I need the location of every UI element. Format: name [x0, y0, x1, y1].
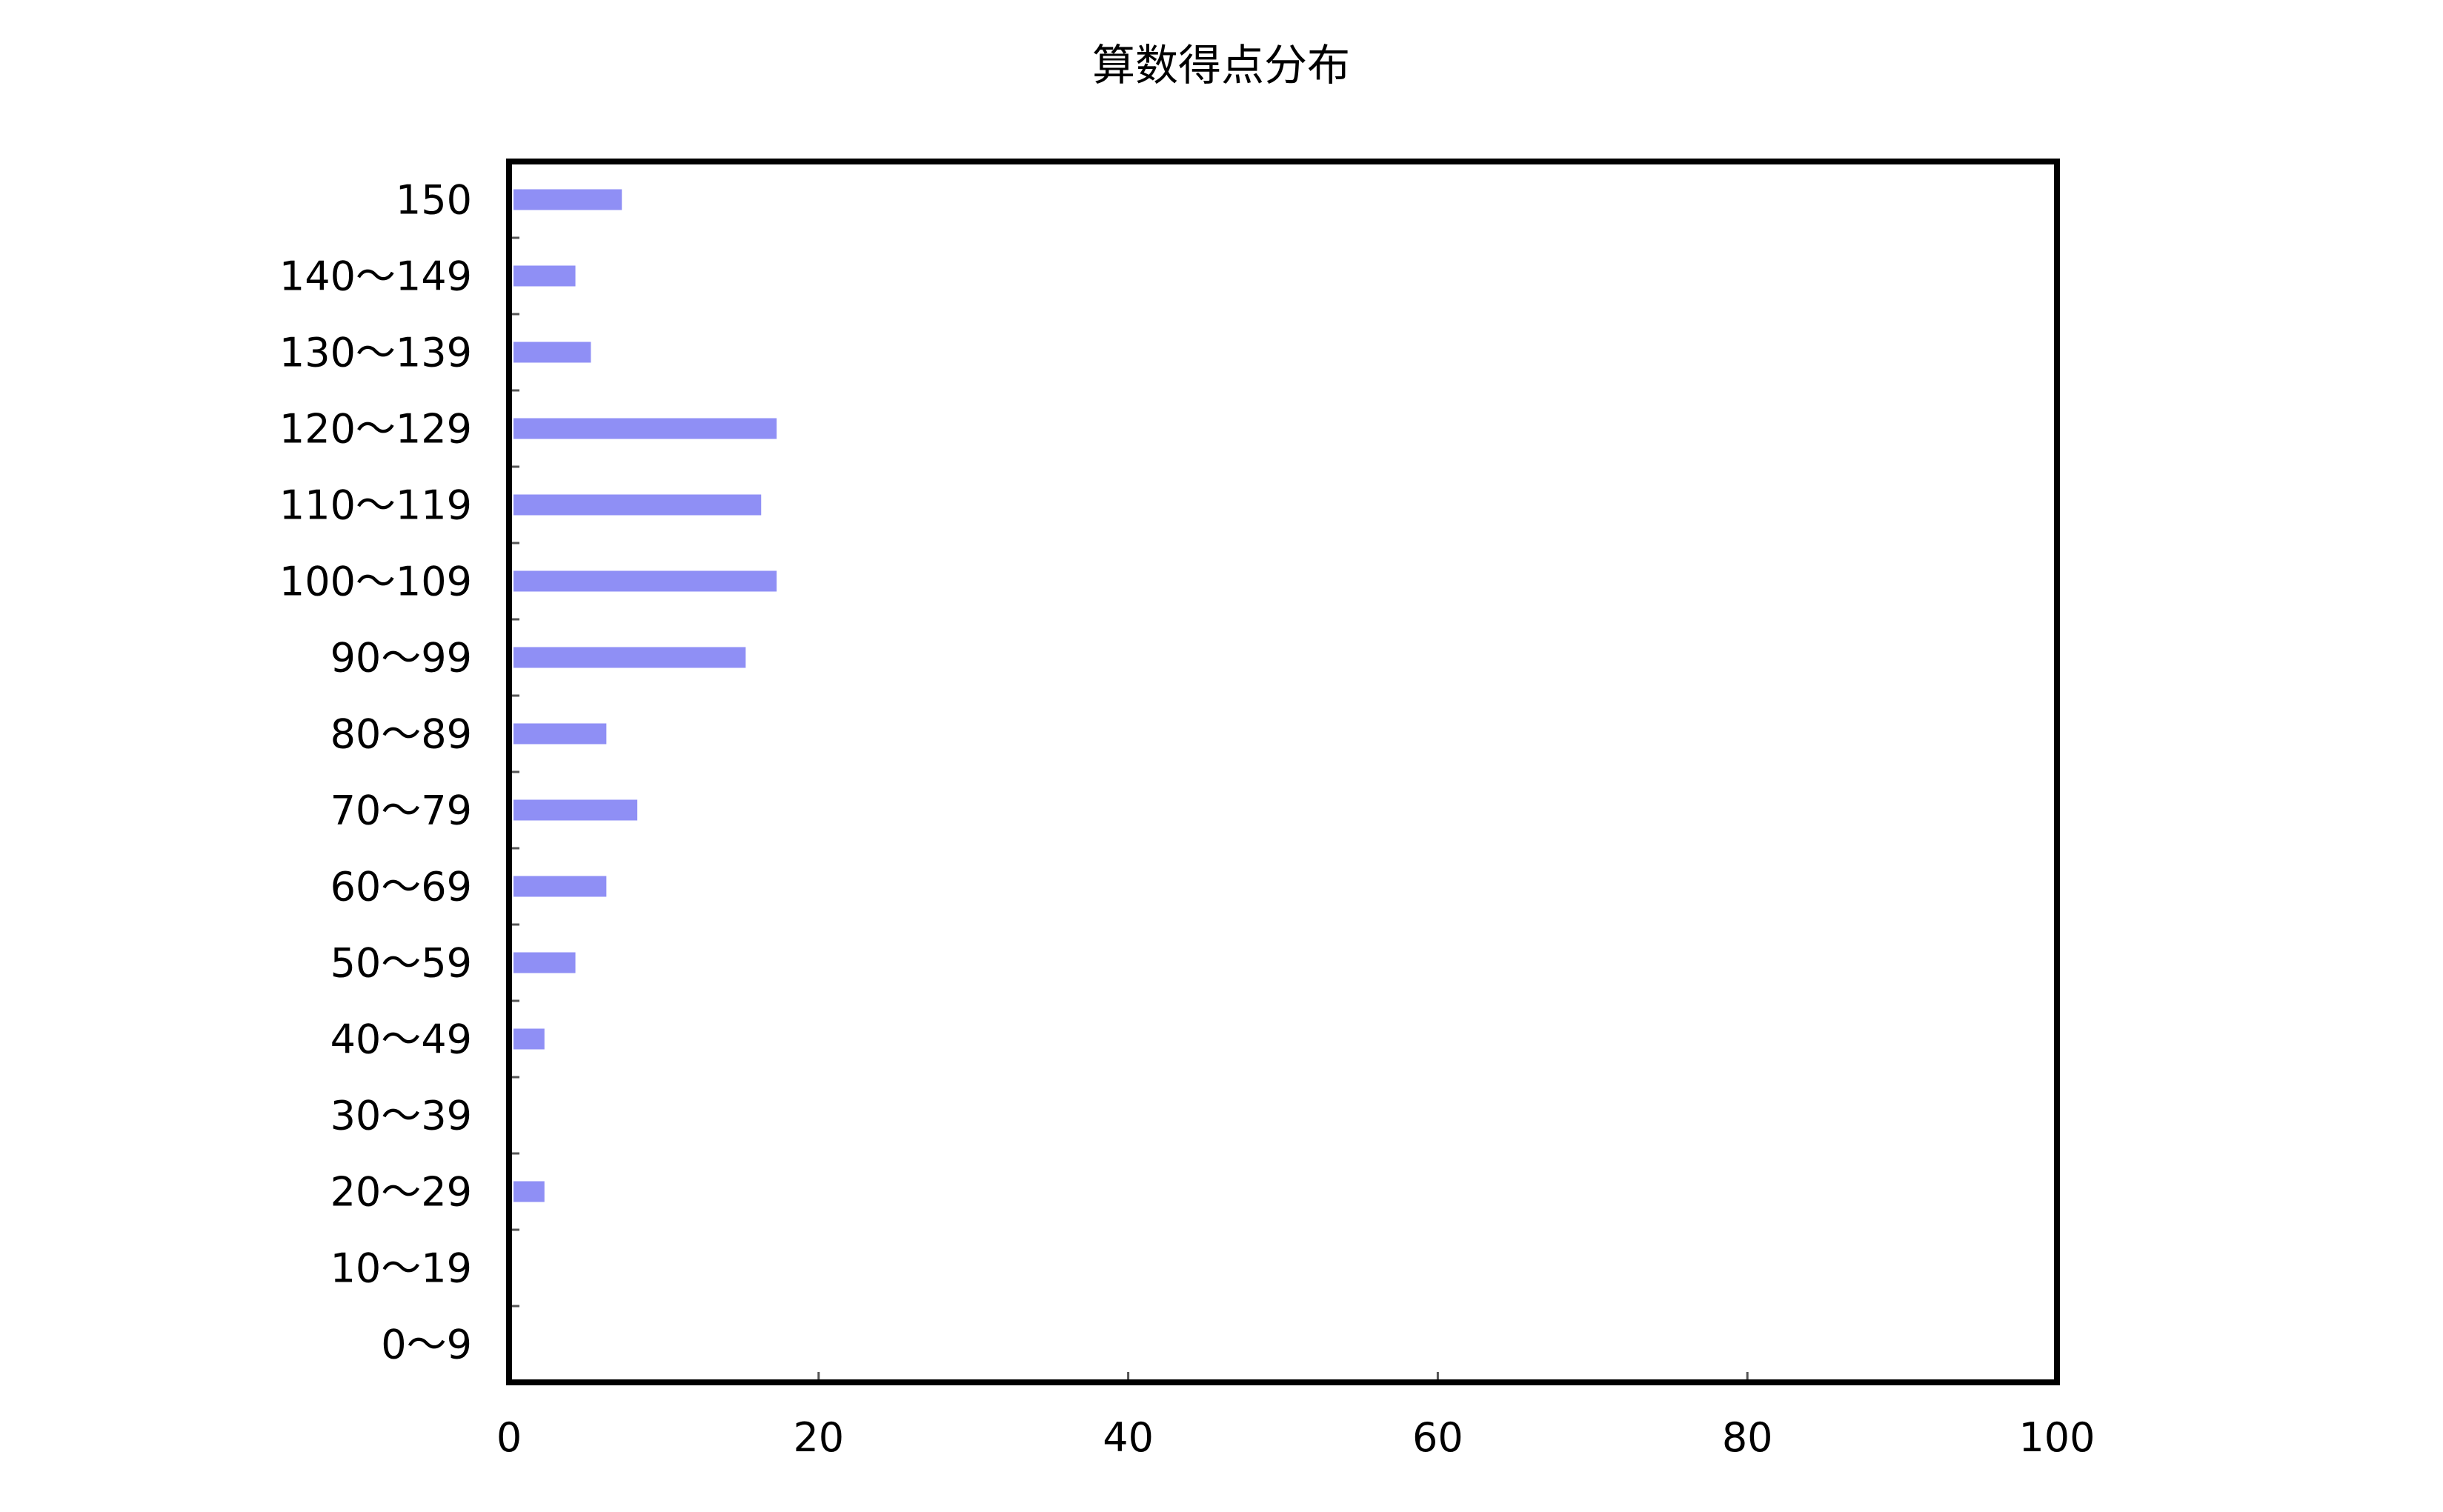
y-tick-label: 100～109 — [279, 559, 472, 605]
bar — [513, 1181, 545, 1202]
x-tick-label: 40 — [1103, 1414, 1154, 1461]
bar — [513, 723, 607, 745]
y-tick-label: 140～149 — [279, 253, 472, 300]
y-tick-label: 0～9 — [381, 1322, 472, 1368]
y-tick-label: 50～59 — [330, 940, 472, 987]
bar — [513, 647, 746, 668]
y-tick-label: 40～49 — [330, 1016, 472, 1063]
bars — [513, 189, 777, 1202]
y-tick-label: 90～99 — [330, 635, 472, 682]
y-tick-label: 10～19 — [330, 1245, 472, 1292]
x-tick-label: 80 — [1722, 1414, 1773, 1461]
plot-area-frame — [506, 159, 2060, 1385]
y-tick-label: 130～139 — [279, 330, 472, 376]
chart-title: 算数得点分布 — [1092, 40, 1350, 90]
bar — [513, 1028, 545, 1050]
bar — [513, 570, 777, 592]
bar — [513, 418, 777, 439]
x-axis-tick-labels: 0 20 40 60 80 100 — [496, 1414, 2095, 1461]
bar — [513, 494, 762, 516]
bar — [513, 342, 591, 363]
y-tick-label: 70～79 — [330, 787, 472, 834]
y-axis-tick-labels: 150 140～149 130～139 120～129 110～119 100～109 90… — [279, 177, 472, 1368]
x-tick-label: 100 — [2018, 1414, 2095, 1461]
y-tick-label: 120～129 — [279, 406, 472, 453]
bar — [513, 952, 576, 973]
y-tick-label: 150 — [396, 177, 472, 224]
y-tick-label: 20～29 — [330, 1169, 472, 1216]
y-tick-label: 110～119 — [279, 482, 472, 529]
bar — [513, 876, 607, 897]
x-tick-label: 20 — [793, 1414, 844, 1461]
y-tick-label: 80～89 — [330, 711, 472, 758]
bar — [513, 799, 638, 821]
bar — [513, 189, 622, 210]
x-tick-label: 60 — [1412, 1414, 1463, 1461]
y-tick-label: 60～69 — [330, 864, 472, 910]
y-tick-label: 30～39 — [330, 1093, 472, 1139]
bar — [513, 265, 576, 287]
x-tick-label: 0 — [496, 1414, 522, 1461]
